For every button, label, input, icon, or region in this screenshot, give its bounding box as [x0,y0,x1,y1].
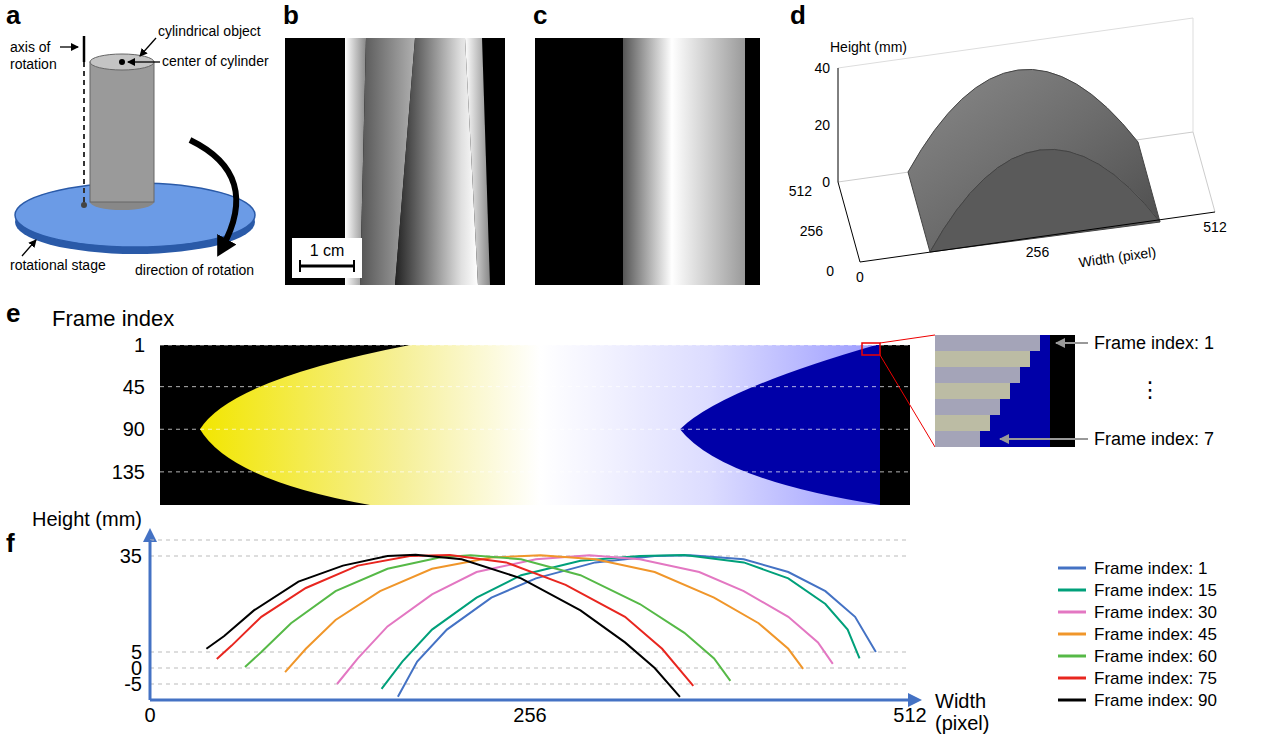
svg-text:Height (mm): Height (mm) [830,39,907,55]
svg-text:⋮: ⋮ [1139,377,1161,402]
svg-text:Frame index: 7: Frame index: 7 [1094,429,1214,449]
svg-text:512: 512 [893,704,926,726]
svg-text:256: 256 [1026,244,1050,260]
svg-text:1: 1 [134,334,145,356]
svg-text:rotational stage: rotational stage [10,257,106,273]
svg-text:direction of rotation: direction of rotation [135,262,254,278]
svg-text:512: 512 [789,183,813,199]
svg-text:Frame index: Frame index [52,306,174,331]
svg-text:256: 256 [513,704,546,726]
svg-text:Width (pixel): Width (pixel) [1078,244,1157,271]
svg-text:c: c [533,0,547,30]
svg-text:Frame index: 60: Frame index: 60 [1094,647,1217,666]
svg-text:256: 256 [800,223,824,239]
svg-text:45: 45 [123,376,145,398]
svg-text:b: b [283,0,299,30]
svg-text:d: d [790,0,806,30]
svg-text:Height (mm): Height (mm) [32,508,142,530]
svg-text:0: 0 [144,704,155,726]
svg-text:0: 0 [130,657,142,680]
svg-text:Frame index: 30: Frame index: 30 [1094,603,1217,622]
svg-text:-5: -5 [124,673,142,696]
svg-text:a: a [6,0,21,30]
svg-text:e: e [6,298,20,328]
svg-text:Width(pixel): Width(pixel) [935,690,989,734]
svg-text:Frame index: 75: Frame index: 75 [1094,669,1217,688]
svg-text:Frame index: 1: Frame index: 1 [1094,559,1207,578]
svg-text:135: 135 [112,461,145,483]
svg-text:0: 0 [826,263,834,279]
svg-text:512: 512 [1203,219,1227,235]
svg-text:5: 5 [131,641,142,663]
svg-text:40: 40 [814,60,830,76]
svg-text:0: 0 [822,174,830,190]
svg-text:Frame index: 45: Frame index: 45 [1094,625,1217,644]
svg-text:1 cm: 1 cm [310,242,345,259]
svg-text:Frame index: 15: Frame index: 15 [1094,581,1217,600]
svg-text:Frame index: 1: Frame index: 1 [1094,333,1214,353]
svg-text:0: 0 [856,269,864,285]
svg-text:axis ofrotation: axis ofrotation [10,39,57,72]
svg-text:f: f [6,528,15,558]
svg-text:20: 20 [814,117,830,133]
svg-text:90: 90 [123,418,145,440]
svg-text:center of cylinder: center of cylinder [162,53,269,69]
svg-text:cylindrical object: cylindrical object [158,23,261,39]
svg-text:35: 35 [120,545,142,567]
svg-text:Frame index: 90: Frame index: 90 [1094,691,1217,710]
